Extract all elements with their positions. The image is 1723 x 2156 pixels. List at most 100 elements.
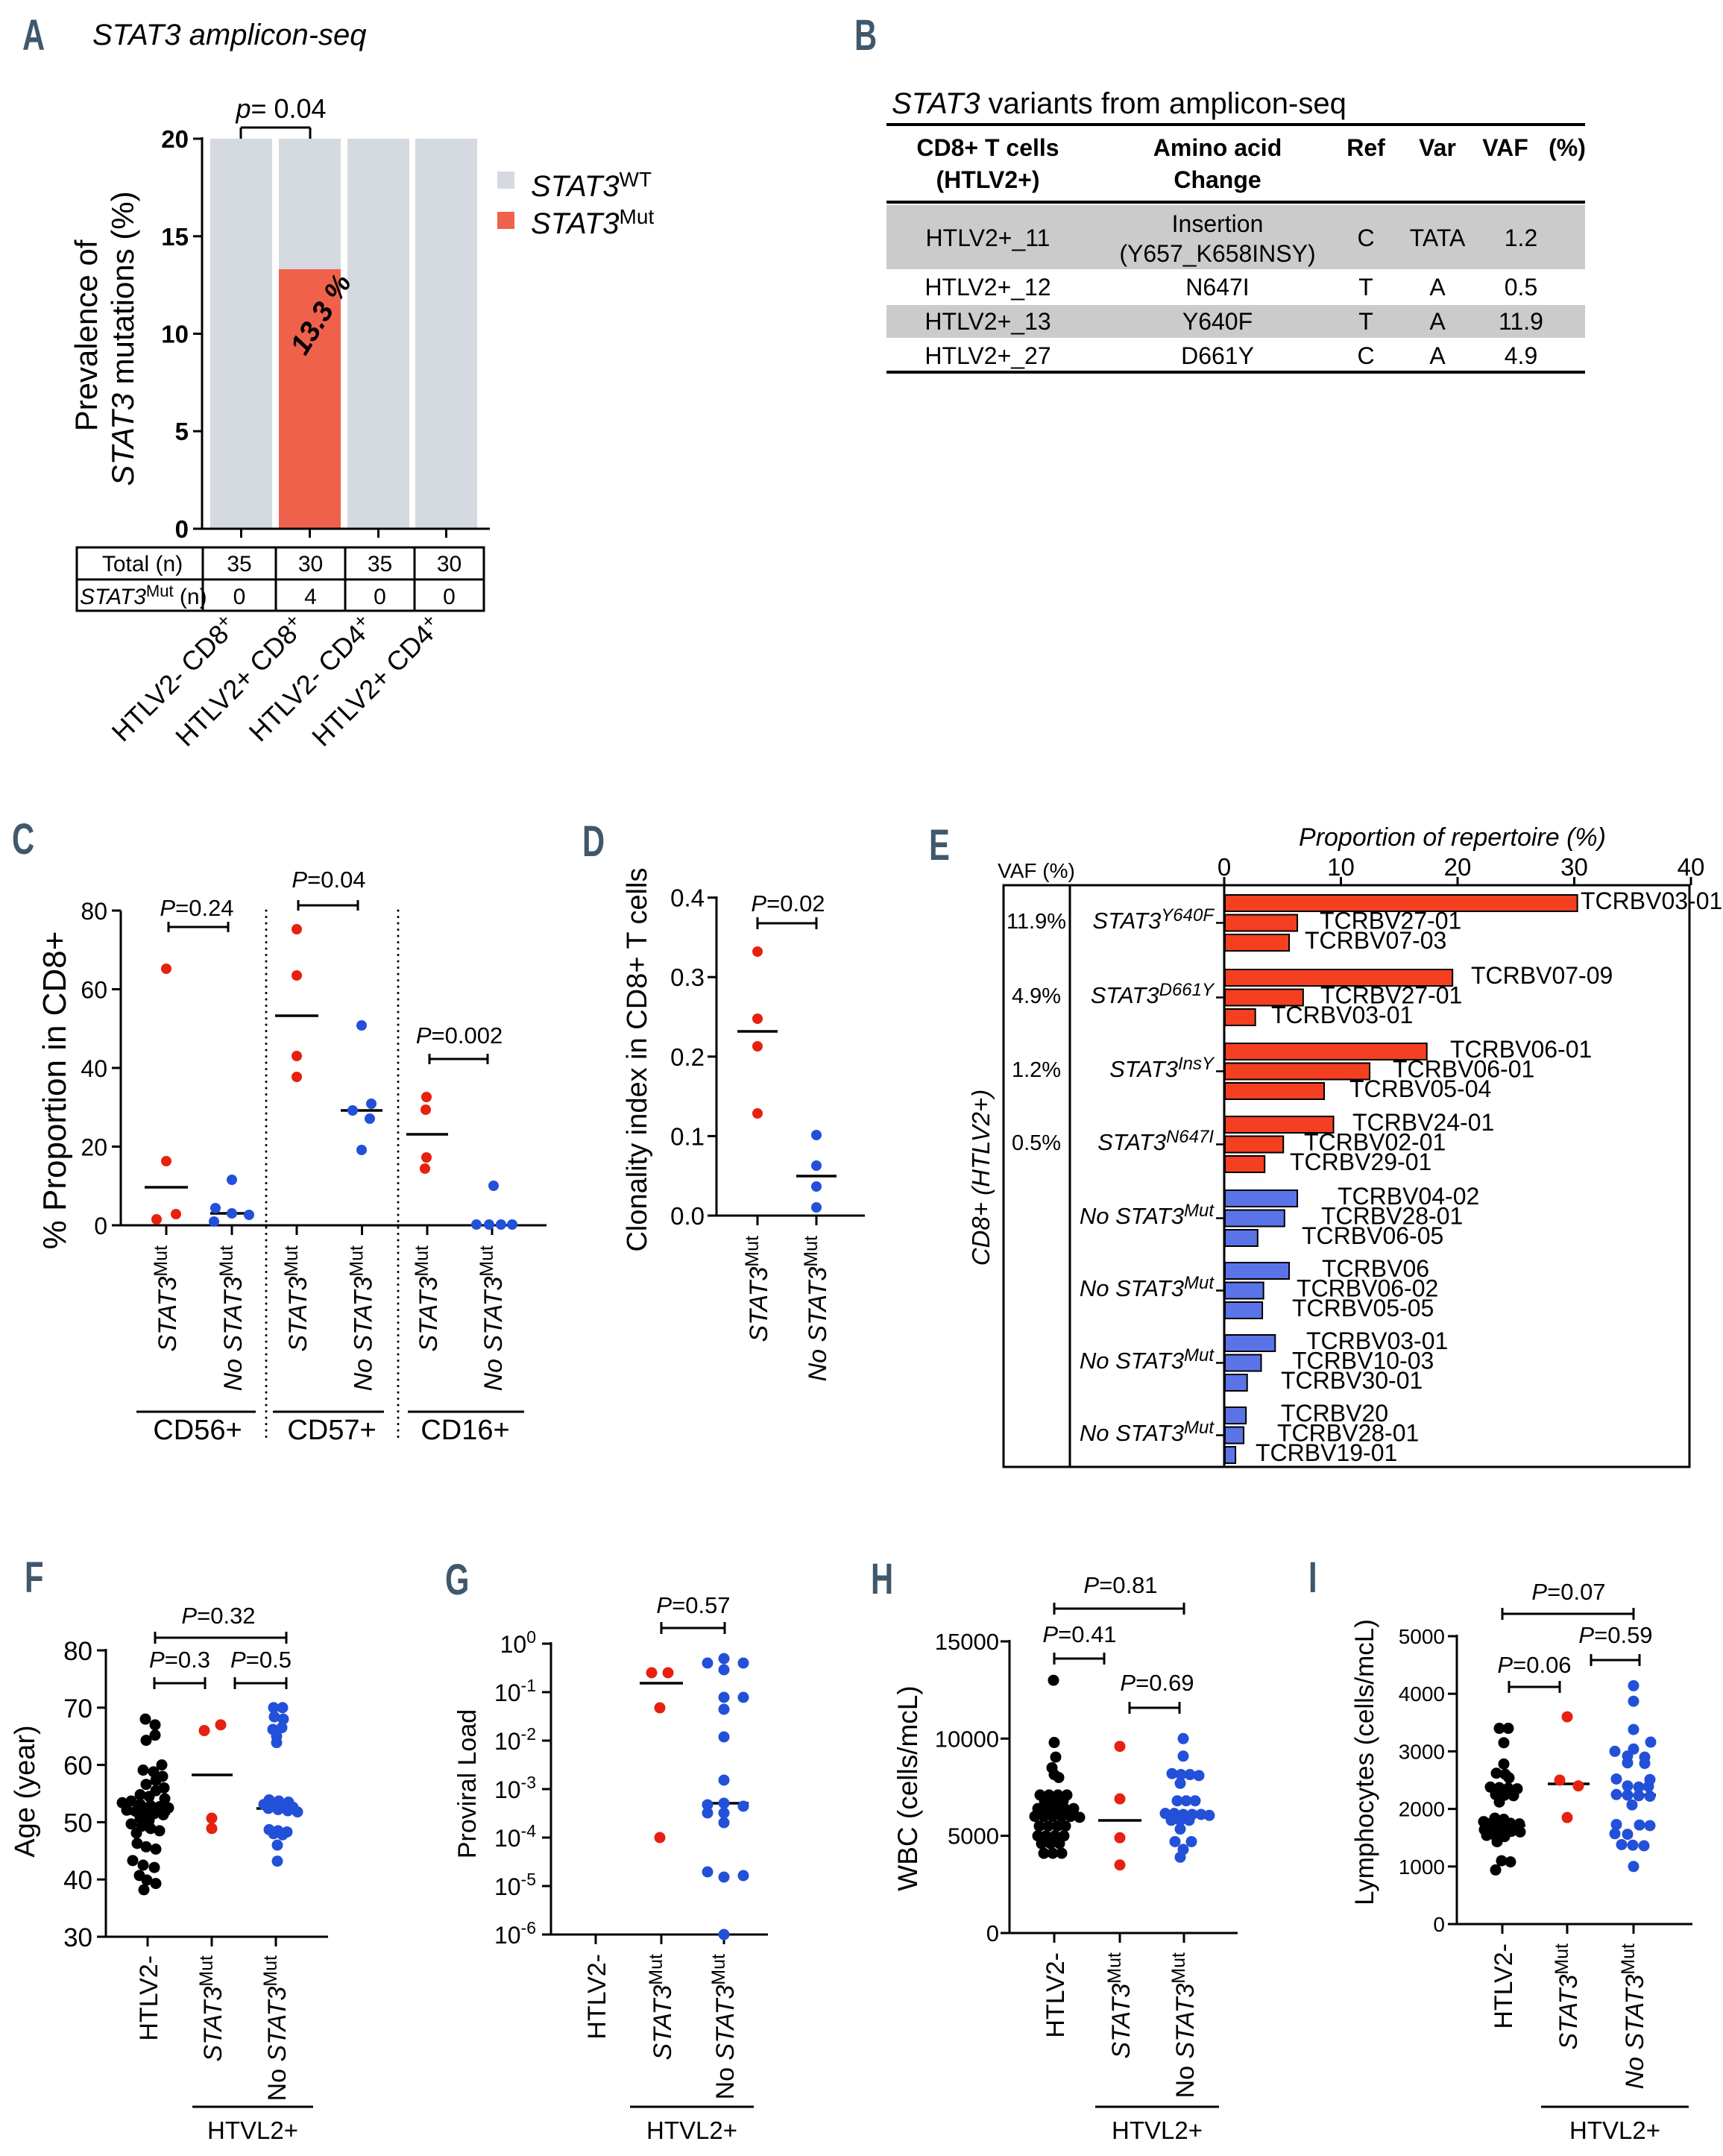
- svg-text:60: 60: [81, 977, 107, 1004]
- svg-text:No STAT3Mut: No STAT3Mut: [1168, 1952, 1200, 2098]
- svg-text:1.2: 1.2: [1505, 224, 1537, 251]
- svg-text:TCRBV19-01: TCRBV19-01: [1256, 1439, 1397, 1466]
- svg-text:HTVL2+: HTVL2+: [207, 2116, 298, 2144]
- svg-text:P=0.3: P=0.3: [149, 1647, 210, 1673]
- svg-text:P=0.41: P=0.41: [1042, 1621, 1116, 1647]
- svg-text:C: C: [1357, 224, 1374, 251]
- svg-text:Insertion: Insertion: [1172, 210, 1264, 237]
- svg-text:10-6: 10-6: [494, 1918, 536, 1949]
- svg-text:C: C: [1357, 342, 1374, 369]
- svg-text:50: 50: [63, 1808, 92, 1838]
- svg-text:20: 20: [81, 1134, 107, 1161]
- svg-text:HTLV2+_12: HTLV2+_12: [925, 274, 1051, 301]
- svg-text:STAT3Mut: STAT3Mut: [151, 1245, 182, 1351]
- svg-text:TCRBV05-05: TCRBV05-05: [1292, 1295, 1434, 1321]
- svg-text:(%): (%): [1549, 134, 1586, 161]
- svg-text:10-2: 10-2: [494, 1724, 536, 1755]
- svg-text:Proviral Load: Proviral Load: [453, 1709, 482, 1858]
- svg-text:No STAT3Mut: No STAT3Mut: [708, 1954, 740, 2099]
- svg-text:TCRBV20: TCRBV20: [1281, 1400, 1388, 1427]
- svg-text:TCRBV07-03: TCRBV07-03: [1305, 927, 1446, 954]
- svg-text:15000: 15000: [935, 1629, 999, 1655]
- svg-text:P=0.57: P=0.57: [656, 1592, 730, 1618]
- svg-text:0.5: 0.5: [1505, 274, 1537, 301]
- svg-text:60: 60: [63, 1752, 92, 1781]
- svg-text:11.9%: 11.9%: [1007, 910, 1066, 934]
- svg-text:CD8+ T cells: CD8+ T cells: [916, 134, 1059, 161]
- svg-text:80: 80: [63, 1637, 92, 1666]
- svg-text:0: 0: [1218, 853, 1231, 881]
- svg-text:1000: 1000: [1399, 1855, 1445, 1879]
- svg-text:70: 70: [63, 1694, 92, 1723]
- svg-text:Age (year): Age (year): [10, 1725, 41, 1857]
- svg-text:TCRBV28-01: TCRBV28-01: [1321, 1203, 1463, 1230]
- svg-text:STAT3InsY: STAT3InsY: [1109, 1054, 1215, 1082]
- svg-text:No STAT3Mut: No STAT3Mut: [476, 1245, 508, 1391]
- svg-text:HTVL2+: HTVL2+: [1569, 2116, 1660, 2144]
- svg-text:0: 0: [986, 1920, 999, 1946]
- svg-text:0.1: 0.1: [670, 1122, 705, 1150]
- svg-text:0: 0: [374, 585, 386, 609]
- svg-text:TCRBV10-03: TCRBV10-03: [1292, 1348, 1434, 1374]
- svg-text:40: 40: [81, 1055, 107, 1082]
- svg-text:G: G: [445, 1555, 469, 1603]
- svg-text:Ref: Ref: [1346, 134, 1385, 161]
- svg-text:10-1: 10-1: [494, 1676, 536, 1706]
- svg-text:CD8+ (HTLV2+): CD8+ (HTLV2+): [967, 1090, 995, 1266]
- svg-text:STAT3Mut: STAT3Mut: [1104, 1952, 1135, 2058]
- svg-text:STAT3Mut: STAT3Mut: [742, 1236, 773, 1342]
- svg-text:40: 40: [1678, 853, 1705, 881]
- svg-text:STAT3 mutations (%): STAT3 mutations (%): [105, 191, 140, 485]
- svg-text:TCRBV03-01: TCRBV03-01: [1271, 1002, 1413, 1028]
- svg-text:HTLV2+_11: HTLV2+_11: [926, 224, 1051, 251]
- svg-text:10-3: 10-3: [494, 1773, 536, 1803]
- svg-text:Prevalence of: Prevalence of: [69, 239, 104, 431]
- svg-text:TCRBV24-01: TCRBV24-01: [1352, 1109, 1494, 1136]
- svg-text:100: 100: [500, 1627, 536, 1658]
- svg-text:10000: 10000: [935, 1726, 999, 1752]
- svg-text:No STAT3Mut: No STAT3Mut: [1080, 1345, 1215, 1374]
- svg-text:A: A: [22, 10, 45, 59]
- svg-text:Var: Var: [1419, 134, 1456, 161]
- svg-text:30: 30: [63, 1923, 92, 1952]
- svg-text:Proportion of repertoire (%): Proportion of repertoire (%): [1299, 823, 1606, 852]
- svg-text:VAF: VAF: [1482, 134, 1528, 161]
- svg-text:4000: 4000: [1399, 1682, 1445, 1706]
- svg-text:10-4: 10-4: [494, 1821, 536, 1852]
- svg-text:0: 0: [94, 1213, 107, 1239]
- svg-text:D: D: [582, 817, 605, 865]
- svg-text:5000: 5000: [948, 1823, 999, 1849]
- svg-text:STAT3N647I: STAT3N647I: [1097, 1127, 1214, 1155]
- svg-text:T: T: [1358, 274, 1373, 301]
- svg-text:0.3: 0.3: [670, 964, 705, 991]
- svg-text:0: 0: [233, 585, 246, 609]
- svg-text:0.5%: 0.5%: [1012, 1131, 1061, 1155]
- svg-text:STAT3Mut: STAT3Mut: [646, 1954, 677, 2060]
- svg-text:10: 10: [1327, 853, 1355, 881]
- svg-text:35: 35: [368, 552, 392, 576]
- svg-text:No STAT3Mut: No STAT3Mut: [347, 1245, 378, 1391]
- svg-text:HTLV2-: HTLV2-: [583, 1954, 611, 2040]
- svg-text:STAT3Mut: STAT3Mut: [412, 1245, 443, 1351]
- svg-text:TCRBV06: TCRBV06: [1322, 1255, 1429, 1282]
- svg-text:C: C: [12, 814, 34, 863]
- svg-text:Clonality index in CD8+ T cell: Clonality index in CD8+ T cells: [622, 867, 653, 1251]
- svg-text:No STAT3Mut: No STAT3Mut: [801, 1236, 832, 1381]
- svg-text:TCRBV06-02: TCRBV06-02: [1297, 1275, 1438, 1302]
- svg-text:No STAT3Mut: No STAT3Mut: [1080, 1201, 1215, 1229]
- svg-text:HTVL2+: HTVL2+: [1112, 2116, 1203, 2144]
- svg-text:3000: 3000: [1399, 1740, 1445, 1763]
- svg-text:Amino acid: Amino acid: [1153, 134, 1282, 161]
- svg-text:No STAT3Mut: No STAT3Mut: [1618, 1943, 1649, 2089]
- svg-text:TCRBV05-04: TCRBV05-04: [1349, 1075, 1491, 1102]
- svg-text:A: A: [1429, 308, 1446, 335]
- svg-text:Change: Change: [1174, 166, 1261, 193]
- svg-text:A: A: [1429, 274, 1446, 301]
- svg-text:20: 20: [1444, 853, 1472, 881]
- svg-text:STAT3D661Y: STAT3D661Y: [1091, 980, 1215, 1008]
- svg-text:STAT3 amplicon-seq: STAT3 amplicon-seq: [92, 19, 367, 51]
- svg-text:HTVL2+: HTVL2+: [646, 2116, 737, 2144]
- svg-text:STAT3Mut: STAT3Mut: [531, 205, 654, 240]
- svg-text:STAT3Mut: STAT3Mut: [196, 1955, 227, 2061]
- svg-text:% Proportion in CD8+: % Proportion in CD8+: [37, 931, 73, 1250]
